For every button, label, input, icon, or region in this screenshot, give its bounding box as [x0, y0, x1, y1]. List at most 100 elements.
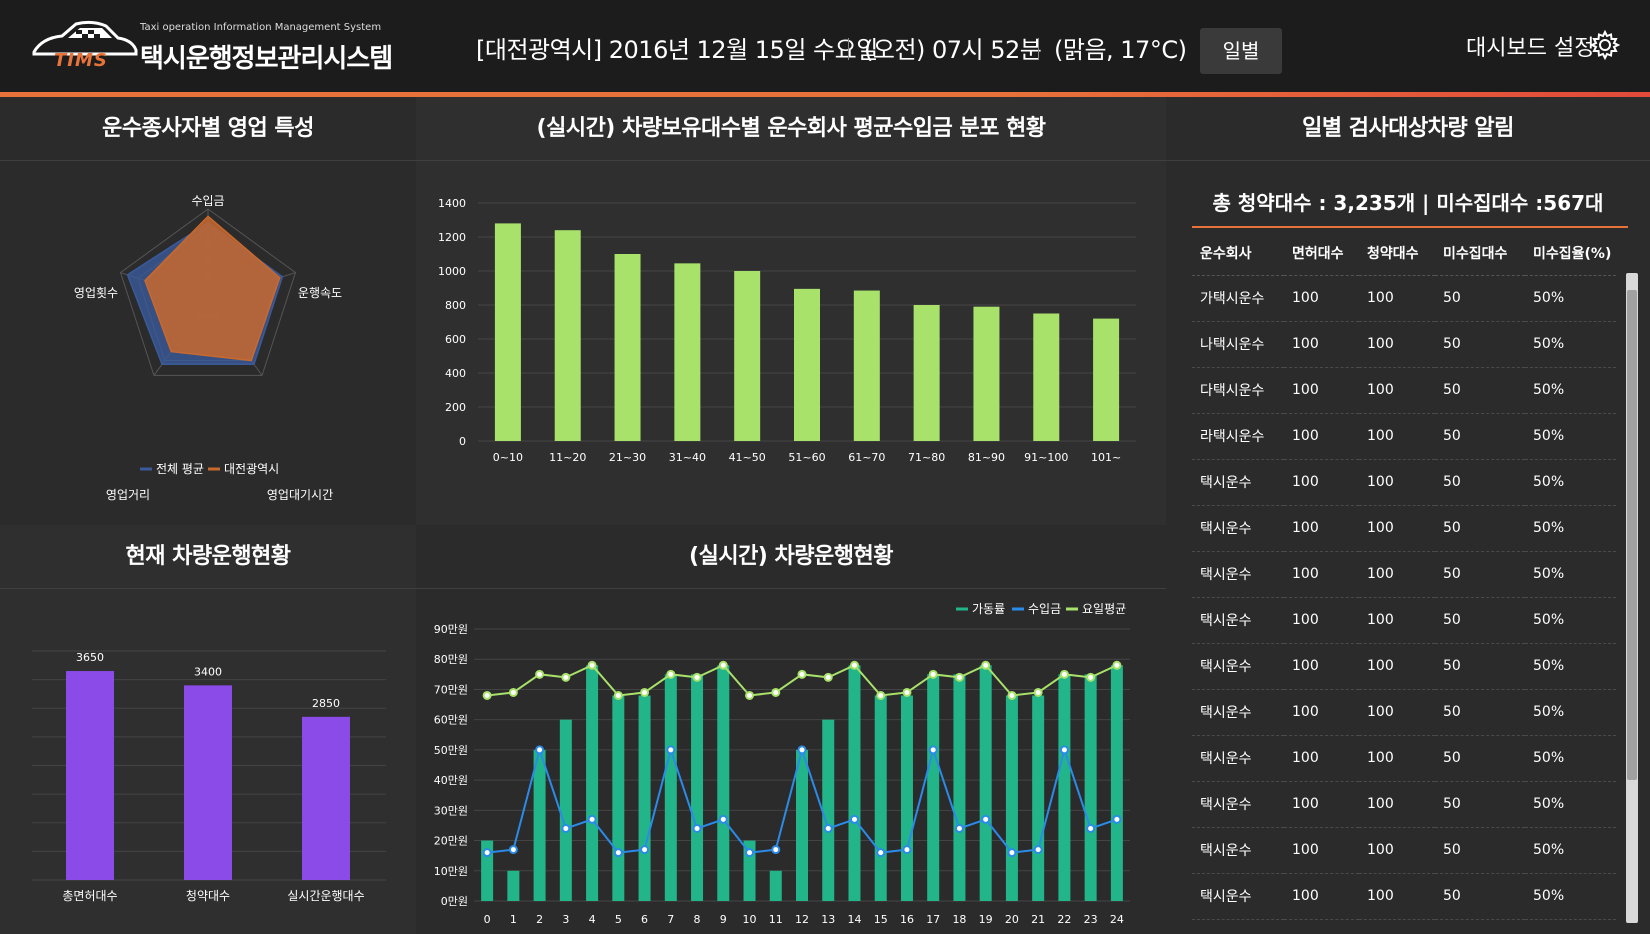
panel-title: 현재 차량운행현황 [0, 525, 416, 589]
x-tick-label: 12 [795, 913, 809, 926]
table-row[interactable]: 택시운수 100 100 50 50% [1192, 827, 1616, 874]
bar [66, 671, 114, 880]
legend-label: 가동률 [972, 602, 1005, 616]
table-row[interactable]: 나택시운수 100 100 50 50% [1192, 321, 1616, 368]
weekday-avg-point [823, 672, 833, 682]
weekday-avg-point [587, 660, 597, 670]
revenue-point [508, 845, 518, 855]
table-cell: 50 [1435, 689, 1525, 736]
table-cell: 택시운수 [1192, 551, 1284, 598]
current-time: (오전) 07시 52분 [864, 36, 1042, 64]
x-tick-label: 2 [536, 913, 543, 926]
column-header[interactable]: 미수집율(%) [1525, 231, 1616, 276]
bar [691, 674, 704, 901]
panel-title: (실시간) 차량보유대수별 운수회사 평균수입금 분포 현황 [416, 97, 1166, 161]
scrollbar-thumb[interactable] [1627, 290, 1637, 780]
x-tick-label: 3 [562, 913, 569, 926]
header-accent-line [0, 92, 1650, 97]
bar [979, 665, 992, 901]
x-tick-label: 17 [926, 913, 940, 926]
table-row[interactable]: 택시운수 100 100 50 50% [1192, 551, 1616, 598]
column-header[interactable]: 청약대수 [1359, 231, 1435, 276]
revenue-point [981, 814, 991, 824]
bar [900, 695, 913, 901]
revenue-point [535, 745, 545, 755]
alert-panel: 일별 검사대상차량 알림 총 청약대수 : 3,235개 | 미수집대수 :56… [1166, 97, 1650, 934]
table-cell: 50 [1435, 597, 1525, 644]
table-row[interactable]: 다택시운수 100 100 50 50% [1192, 367, 1616, 414]
table-row[interactable]: 라택시운수 100 100 50 50% [1192, 413, 1616, 460]
gear-icon[interactable] [1590, 30, 1620, 60]
table-cell: 택시운수 [1192, 597, 1284, 644]
x-tick-label: 7 [667, 913, 674, 926]
revenue-point [587, 814, 597, 824]
table-row[interactable]: 택시운수 100 100 50 50% [1192, 781, 1616, 828]
table-cell: 100 [1359, 367, 1435, 414]
table-row[interactable]: 택시운수 100 100 50 50% [1192, 597, 1616, 644]
period-mode-button[interactable]: 일별 [1200, 28, 1282, 74]
table-row[interactable]: 택시운수 100 100 50 50% [1192, 735, 1616, 782]
bar [1058, 674, 1071, 901]
weekday-avg-point [1059, 669, 1069, 679]
x-tick-label: 91~100 [1024, 451, 1068, 464]
column-header[interactable]: 미수집대수 [1435, 231, 1525, 276]
bar [533, 749, 546, 901]
table-cell: 100 [1359, 459, 1435, 506]
table-cell: 50 [1435, 505, 1525, 552]
realtime-panel: (실시간) 차량운행현황 0만원 10만원 20만원 30만원 40만원 50만원 60만원… [416, 525, 1166, 934]
weekday-avg-point [666, 669, 676, 679]
table-cell: 100 [1284, 459, 1359, 506]
bar [554, 230, 581, 441]
x-tick-label: 11 [769, 913, 783, 926]
revenue-point [561, 823, 571, 833]
data-label: 2850 [312, 697, 340, 710]
logo[interactable]: TIMS Taxi operation Information Manageme… [32, 14, 393, 78]
weekday-avg-point [613, 690, 623, 700]
table-row[interactable]: 택시운수 100 100 50 50% [1192, 873, 1616, 920]
table-row[interactable]: 가택시운수 100 100 50 50% [1192, 275, 1616, 322]
weekday-avg-point [876, 690, 886, 700]
bar [494, 223, 521, 441]
app-header: TIMS Taxi operation Information Manageme… [0, 0, 1650, 92]
revenue-point [1007, 848, 1017, 858]
revenue-point [849, 814, 859, 824]
bar [822, 719, 835, 901]
weekday-avg-point [981, 660, 991, 670]
column-header[interactable]: 면허대수 [1284, 231, 1359, 276]
table-row[interactable]: 택시운수 100 100 50 50% [1192, 689, 1616, 736]
x-tick-label: 0 [484, 913, 491, 926]
x-tick-label: 81~90 [968, 451, 1005, 464]
status-panel: 현재 차량운행현황 3650 총면허대수 3400 청약대수 2850 실시간운행대수 [0, 525, 416, 934]
bar [612, 695, 625, 901]
x-tick-label: 8 [694, 913, 701, 926]
table-cell: 50 [1435, 551, 1525, 598]
revenue-point [928, 745, 938, 755]
y-tick-label: 70만원 [434, 683, 468, 696]
revenue-point [771, 845, 781, 855]
weekday-avg-point [954, 672, 964, 682]
x-tick-label: 6 [641, 913, 648, 926]
realtime-combo-chart: 0만원 10만원 20만원 30만원 40만원 50만원 60만원 70만원 80만원 90만원 0… [434, 602, 1130, 926]
y-tick-label: 10만원 [434, 865, 468, 878]
x-tick-label: 1 [510, 913, 517, 926]
weekday-avg-point [1007, 690, 1017, 700]
table-cell: 택시운수 [1192, 873, 1284, 920]
column-header[interactable]: 운수회사 [1192, 231, 1284, 276]
table-row[interactable]: 택시운수 100 100 50 50% [1192, 459, 1616, 506]
y-tick-label: 1400 [438, 197, 466, 210]
bar [1110, 665, 1123, 901]
weekday-avg-point [1086, 672, 1096, 682]
weekday-avg-point [771, 687, 781, 697]
x-tick-label: 16 [900, 913, 914, 926]
dashboard-settings-link[interactable]: 대시보드 설정 [1466, 36, 1595, 61]
bar [796, 749, 808, 901]
table-row[interactable]: 택시운수 100 100 50 50% [1192, 643, 1616, 690]
table-row[interactable]: 택시운수 100 100 50 50% [1192, 505, 1616, 552]
bar [874, 695, 887, 901]
legend-label: 대전광역시 [224, 462, 279, 476]
x-tick-label: 22 [1057, 913, 1071, 926]
x-tick-label: 101~ [1091, 451, 1121, 464]
x-tick-label: 13 [821, 913, 835, 926]
table-cell: 50 [1435, 321, 1525, 368]
